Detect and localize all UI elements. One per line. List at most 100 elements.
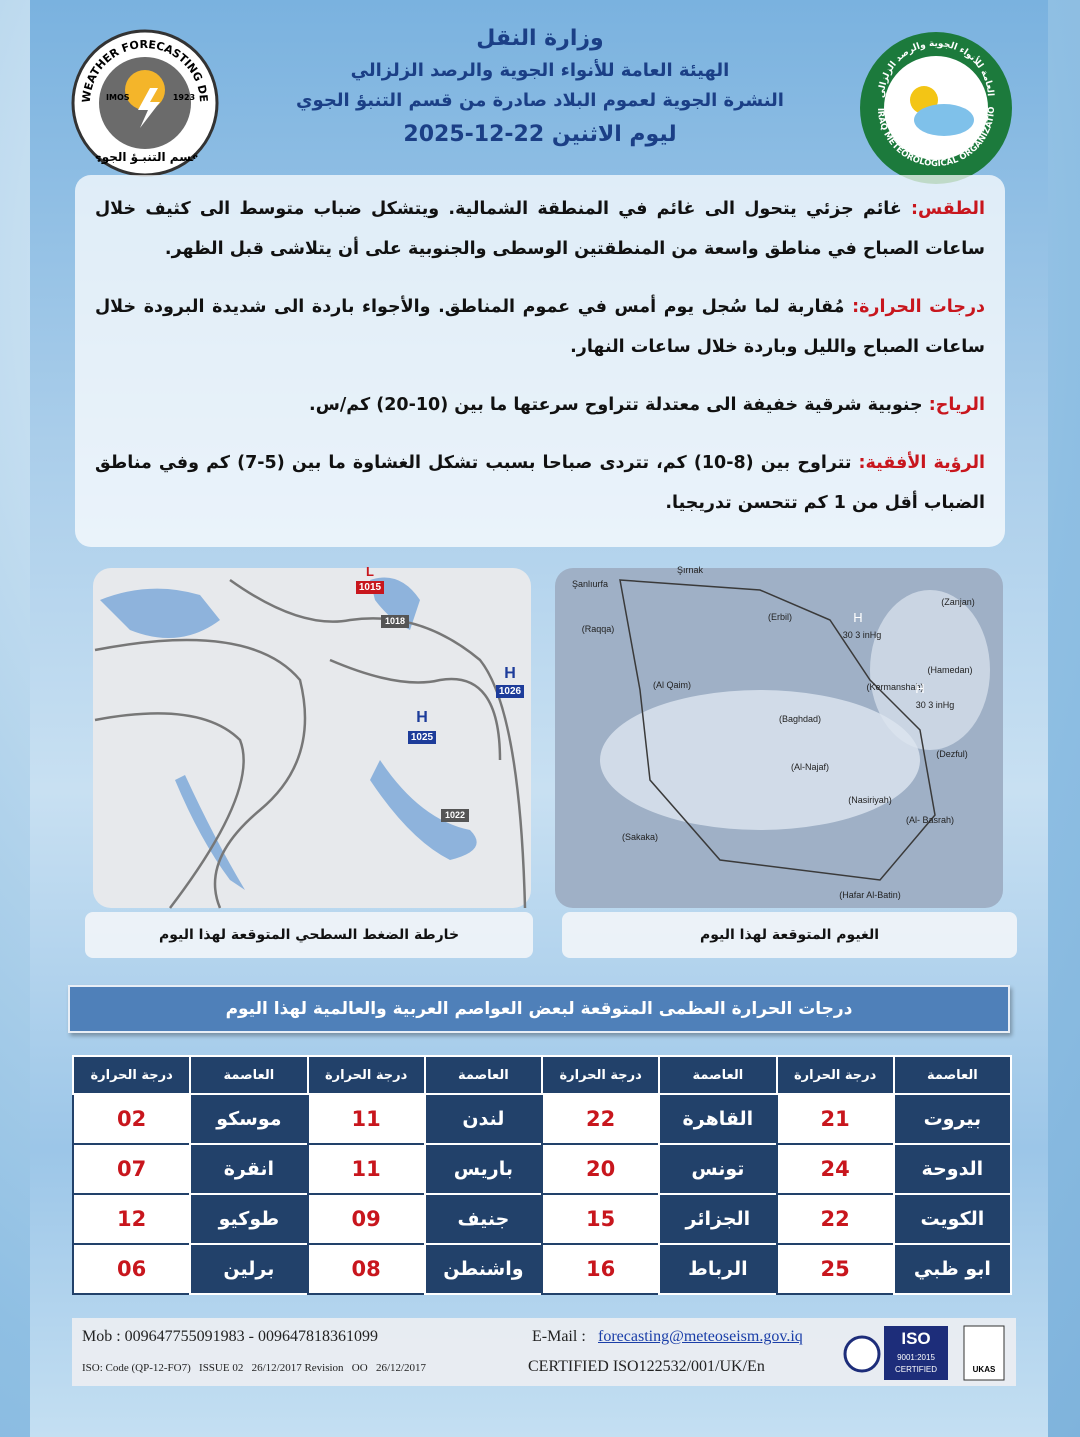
capital-cell: لندن [423,1093,544,1145]
map-label: H [853,610,862,625]
header-cell: العاصمة [423,1055,544,1095]
maps: L 1015 1018 H 1026 H 1025 1022 Şırnak Şanlıurfa (E… [93,564,1003,910]
temperature-cell: 06 [71,1243,192,1295]
water [175,760,477,890]
map-label: 1025 [411,732,434,743]
badge-text: 9001:2015 [897,1353,935,1362]
map-label: Şanlıurfa [572,579,608,589]
capital-cell: جنيف [423,1193,544,1245]
temperature-cell: 25 [775,1243,895,1295]
header-cell: العاصمة [892,1055,1013,1095]
forecast-text: جنوبية شرقية خفيفة الى معتدلة تتراوح سرع… [309,395,929,415]
capital-cell: الرباط [658,1243,778,1295]
forecast-label: الرياح: [928,395,985,415]
temperature-cell: 11 [306,1143,426,1195]
clouds [600,690,920,830]
badge-text: CERTIFIED [895,1365,937,1374]
capital-cell: ابو ظبي [892,1243,1013,1295]
table-row: بيروت 21 القاهرة 22 لندن 11 موسكو 02 [71,1093,1013,1145]
map-label: 1018 [385,616,405,626]
temperature-cell: 20 [540,1143,661,1195]
organization: الهيئة العامة للأنواء الجوية والرصد الزل… [350,60,730,81]
logo-text: قسم التنبـؤ الجوي [91,150,200,165]
map-label: (Al- Basrah) [906,815,954,825]
header-cell: درجة الحرارة [306,1055,426,1095]
forecast-text: مُقاربة لما سُجل يوم أمس في عموم المناطق… [95,297,985,357]
map-label: Şırnak [677,565,704,575]
table-row: الكويت 22 الجزائر 15 جنيف 09 طوكيو 12 [71,1193,1013,1245]
left-logo: WEATHER FORECASTING DEPT. IMOS 1923 قسم … [70,28,219,177]
isobars [94,578,527,909]
temperature-cell: 15 [540,1193,661,1245]
label-box [441,809,469,822]
forecast-card: الطقس: غائم جزئي يتحول الى غائم في المنط… [75,175,1005,547]
header-cell: درجة الحرارة [540,1055,661,1095]
table-row: ابو ظبي 25 الرباط 16 واشنطن 08 برلين 06 [71,1243,1013,1295]
temperature-cell: 22 [775,1193,895,1245]
email-link[interactable]: forecasting@meteoseism.gov.iq [598,1328,803,1345]
map-label: (Zanjan) [941,597,975,607]
email-label: E-Mail : [532,1328,590,1345]
logo-text: 1923 [173,93,195,102]
map-label: 30 3 inHg [916,700,955,710]
temperature-cell: 16 [540,1243,661,1295]
map-label: H [416,709,428,726]
forecast-paragraph: الرياح: جنوبية شرقية خفيفة الى معتدلة تت… [95,385,985,425]
map-label: H [915,681,924,696]
forecast-text: غائم جزئي يتحول الى غائم في المنطقة الشم… [95,199,985,259]
caption: الغيوم المتوقعة لهذا اليوم [562,912,1017,958]
capital-cell: الدوحة [892,1143,1013,1195]
date: ليوم الاثنين 22-12-2025 [403,122,677,147]
capital-cell: انقرة [189,1143,309,1195]
temperature-cell: 09 [306,1193,426,1245]
map-label: 30 3 inHg [843,630,882,640]
map-label: (Baghdad) [779,714,821,724]
header-row: العاصمة درجة الحرارة العاصمة درجة الحرارة ال… [71,1055,1013,1095]
bulletin: النشرة الجوية لعموم البلاد صادرة من قسم … [296,90,784,111]
map-label: (Raqqa) [582,624,615,634]
capital-cell: تونس [658,1143,778,1195]
map-label: (Sakaka) [622,832,658,842]
forecast-paragraph: الطقس: غائم جزئي يتحول الى غائم في المنط… [95,189,985,269]
temperature-table: العاصمة درجة الحرارة العاصمة درجة الحرارة ال… [71,1055,1013,1295]
forecast-label: الرؤية الأفقية: [858,453,986,473]
header-cell: درجة الحرارة [775,1055,895,1095]
label-box [356,581,384,594]
temperature-cell: 24 [775,1143,895,1195]
temperature-cell: 22 [540,1093,661,1145]
capital-cell: الجزائر [658,1193,778,1245]
label-box [496,685,524,698]
forecast-paragraph: درجات الحرارة: مُقاربة لما سُجل يوم أمس … [95,287,985,367]
map-label: (Hamedan) [927,665,972,675]
map-label: (Nasiriyah) [848,795,892,805]
map-label: H [504,665,516,682]
label-box [408,731,436,744]
header-cell: العاصمة [658,1055,778,1095]
capital-cell: واشنطن [423,1243,544,1295]
ministry: وزارة النقل [476,26,604,51]
capital-cell: القاهرة [658,1093,778,1145]
temperature-cell: 07 [71,1143,192,1195]
forecast-label: الطقس: [911,199,985,219]
map-label: (Erbil) [768,612,792,622]
map-label: 1022 [445,810,465,820]
label-box [381,615,409,628]
map-label: 1015 [359,582,382,593]
caption: خارطة الضغط السطحي المتوقعة لهذا اليوم [85,912,533,958]
capital-cell: باريس [423,1143,544,1195]
badge-text: UKAS [973,1365,996,1374]
map-label: (Al Qaim) [653,680,691,690]
map-label: (Kermanshah) [866,682,923,692]
badge-text: ISO [901,1329,930,1348]
map-label: (Dezful) [936,749,968,759]
capital-cell: طوكيو [189,1193,309,1245]
map-label: (Al-Najaf) [791,762,829,772]
border [619,579,936,881]
map-label: 1026 [499,686,522,697]
table-row: الدوحة 24 تونس 20 باريس 11 انقرة 07 [71,1143,1013,1195]
capital-cell: برلين [189,1243,309,1295]
certified: CERTIFIED ISO122532/001/UK/En [528,1358,765,1375]
capital-cell: بيروت [892,1093,1013,1145]
temperature-cell: 11 [306,1093,426,1145]
